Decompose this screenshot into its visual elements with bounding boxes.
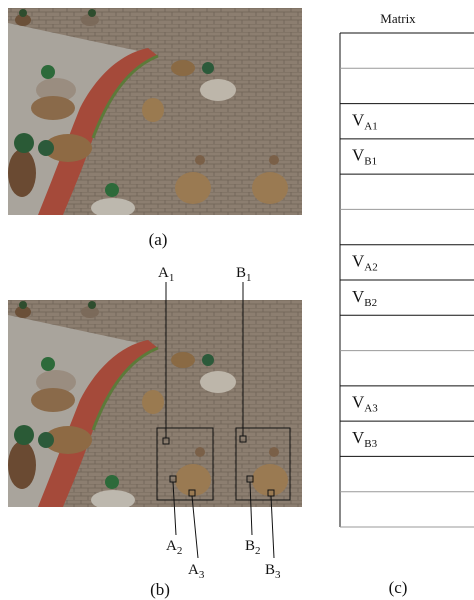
photo-b <box>8 300 302 510</box>
label-subscript: B2 <box>364 297 377 309</box>
label-subscript: 3 <box>275 569 281 581</box>
label-subscript: 2 <box>255 545 261 557</box>
label-letter: V <box>352 428 365 447</box>
label-subscript: 3 <box>199 569 205 581</box>
annotation-label: A3 <box>188 562 205 581</box>
annotation-label: A2 <box>166 538 182 557</box>
label-subscript: A3 <box>364 403 378 415</box>
photo-a <box>8 8 302 218</box>
label-letter: A <box>188 562 199 578</box>
annotation-label: A1 <box>158 265 174 284</box>
caption-c: (c) <box>389 578 408 597</box>
label-letter: A <box>166 538 177 554</box>
caption-a: (a) <box>149 230 168 249</box>
label-letter: V <box>352 252 365 271</box>
matrix-cell: VB1 <box>352 146 377 168</box>
figure: (a) A1B1A2A3B2B3 (b) Matrix VA1VB1VA2VB2… <box>0 0 474 600</box>
label-subscript: 1 <box>246 272 252 284</box>
label-subscript: 2 <box>177 545 183 557</box>
matrix-title: Matrix <box>380 11 416 26</box>
label-letter: B <box>265 562 275 578</box>
label-letter: V <box>352 110 365 129</box>
label-subscript: A1 <box>364 120 377 132</box>
matrix-cell: VB2 <box>352 287 377 309</box>
annotation-label: B3 <box>265 562 281 581</box>
annotation-label: B2 <box>245 538 261 557</box>
label-letter: B <box>236 265 246 281</box>
label-subscript: A2 <box>364 262 377 274</box>
label-letter: A <box>158 265 169 281</box>
label-letter: V <box>352 393 365 412</box>
label-letter: V <box>352 287 365 306</box>
matrix-cell: VB3 <box>352 428 378 450</box>
label-subscript: B3 <box>364 438 377 450</box>
annotation-label: B1 <box>236 265 252 284</box>
matrix-cell: VA2 <box>352 252 378 274</box>
matrix-cell: VA1 <box>352 110 378 132</box>
label-subscript: B1 <box>364 156 377 168</box>
label-subscript: 1 <box>169 272 175 284</box>
caption-b: (b) <box>150 580 170 599</box>
label-letter: B <box>245 538 255 554</box>
label-letter: V <box>352 146 365 165</box>
matrix-cell: VA3 <box>352 393 378 415</box>
